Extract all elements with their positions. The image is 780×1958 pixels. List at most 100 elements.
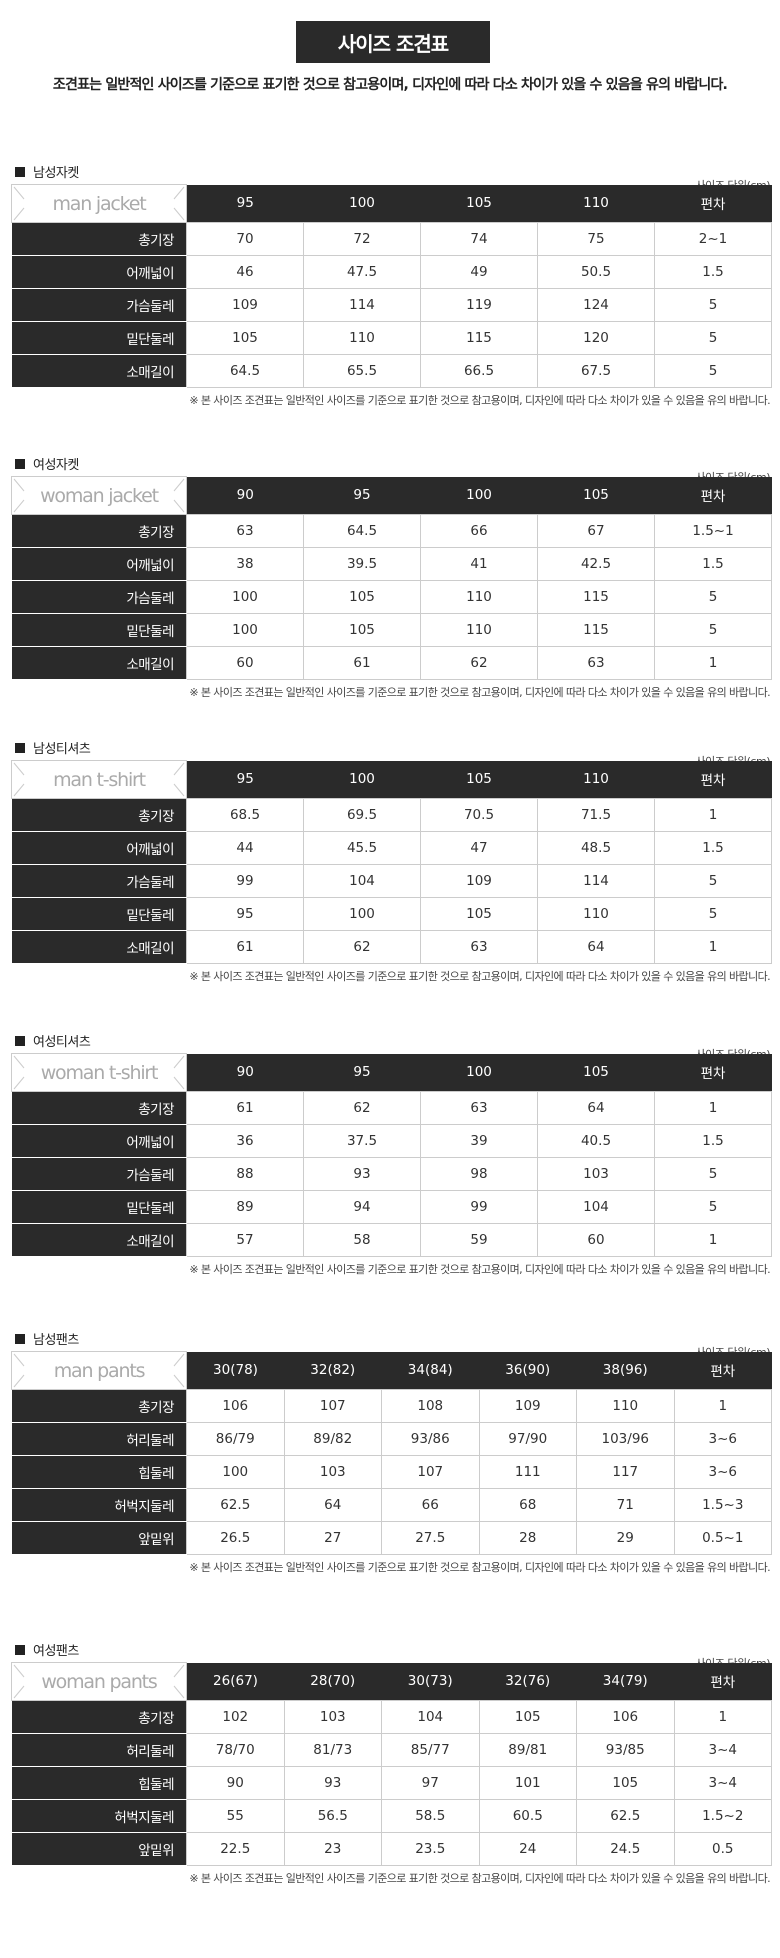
table-cell: 1.5 — [654, 831, 772, 865]
table-row: 어깨넓이 44 45.5 47 48.5 1.5 — [11, 831, 772, 865]
table-cell: 1 — [654, 930, 772, 964]
row-label: 총기장 — [11, 798, 187, 832]
row-label: 앞밑위 — [11, 1832, 187, 1866]
table-logo-text: man pants — [53, 1359, 146, 1382]
table-cell: 5 — [654, 897, 772, 931]
section-heading-text: 여성티셔츠 — [33, 1035, 91, 1050]
table-cell: 105 — [576, 1766, 675, 1800]
table-cell: 106 — [186, 1389, 285, 1423]
section-heading-text: 남성팬츠 — [33, 1333, 79, 1348]
table-row: 힙둘레 90 93 97 101 105 3~4 — [11, 1766, 772, 1800]
table-cell: 114 — [303, 288, 421, 322]
table-cell: 3~4 — [673, 1766, 772, 1800]
table-cell: 47 — [420, 831, 538, 865]
row-label: 밑단둘레 — [11, 1190, 187, 1224]
table-cell: 119 — [420, 288, 538, 322]
table-cell: 56.5 — [283, 1799, 382, 1833]
table-cell: 68 — [478, 1488, 577, 1522]
table-cell: 29 — [576, 1521, 675, 1555]
table-cell: 109 — [420, 864, 538, 898]
column-header: 95 — [186, 760, 304, 799]
table-row: 가슴둘레 109 114 119 124 5 — [11, 288, 772, 322]
table-cell: 104 — [537, 1190, 655, 1224]
row-label: 총기장 — [11, 222, 187, 256]
table-logo-text: man t-shirt — [53, 768, 146, 791]
row-label: 소매길이 — [11, 646, 187, 680]
table-logo-cell: woman jacket — [11, 476, 187, 515]
row-label: 힙둘레 — [11, 1766, 187, 1800]
table-cell: 104 — [381, 1700, 480, 1734]
table-cell: 64.5 — [303, 514, 421, 548]
table-row: 가슴둘레 88 93 98 103 5 — [11, 1157, 772, 1191]
table-cell: 100 — [186, 1455, 285, 1489]
row-label: 소매길이 — [11, 1223, 187, 1257]
table-cell: 103/96 — [576, 1422, 675, 1456]
section-heading: 남성티셔츠 — [15, 738, 91, 757]
row-label: 어깨넓이 — [11, 831, 187, 865]
table-row: 밑단둘레 95 100 105 110 5 — [11, 897, 772, 931]
row-label: 소매길이 — [11, 354, 187, 388]
table-cell: 124 — [537, 288, 655, 322]
section-heading: 여성자켓 — [15, 454, 79, 473]
table-cell: 27.5 — [381, 1521, 480, 1555]
table-cell: 85/77 — [381, 1733, 480, 1767]
table-cell: 22.5 — [186, 1832, 285, 1866]
table-cell: 5 — [654, 580, 772, 614]
table-cell: 23 — [283, 1832, 382, 1866]
size-table: woman pants 26(67) 28(70) 30(73) 32(76) 34(79… — [11, 1662, 772, 1866]
table-cell: 28 — [478, 1521, 577, 1555]
column-header: 32(82) — [284, 1351, 382, 1390]
table-row: 밑단둘레 105 110 115 120 5 — [11, 321, 772, 355]
row-label: 어깨넓이 — [11, 547, 187, 581]
row-label: 총기장 — [11, 514, 187, 548]
table-cell: 44 — [186, 831, 304, 865]
table-cell: 104 — [303, 864, 421, 898]
table-cell: 103 — [537, 1157, 655, 1191]
table-cell: 86/79 — [186, 1422, 285, 1456]
table-logo-cell: man pants — [11, 1351, 187, 1390]
table-logo-text: woman pants — [41, 1670, 157, 1693]
row-label: 앞밑위 — [11, 1521, 187, 1555]
table-cell: 39 — [420, 1124, 538, 1158]
table-cell: 95 — [186, 897, 304, 931]
row-label: 총기장 — [11, 1389, 187, 1423]
table-cell: 2~1 — [654, 222, 772, 256]
table-cell: 60.5 — [478, 1799, 577, 1833]
table-cell: 97/90 — [478, 1422, 577, 1456]
column-header: 34(79) — [576, 1662, 674, 1701]
column-header: 110 — [537, 760, 655, 799]
table-cell: 81/73 — [283, 1733, 382, 1767]
column-header: 26(67) — [186, 1662, 284, 1701]
column-header: 편차 — [654, 476, 772, 515]
table-cell: 65.5 — [303, 354, 421, 388]
table-cell: 1.5 — [654, 547, 772, 581]
table-cell: 1.5 — [654, 1124, 772, 1158]
table-row: 소매길이 61 62 63 64 1 — [11, 930, 772, 964]
row-label: 힙둘레 — [11, 1455, 187, 1489]
table-cell: 93 — [283, 1766, 382, 1800]
table-cell: 38 — [186, 547, 304, 581]
table-header-row: man pants 30(78) 32(82) 34(84) 36(90) 38(96) 편… — [11, 1351, 772, 1390]
table-cell: 89/82 — [283, 1422, 382, 1456]
table-logo-cell: woman pants — [11, 1662, 187, 1701]
table-cell: 50.5 — [537, 255, 655, 289]
row-label: 밑단둘레 — [11, 613, 187, 647]
section-heading: 남성팬츠 — [15, 1329, 79, 1348]
table-cell: 5 — [654, 354, 772, 388]
table-cell: 40.5 — [537, 1124, 655, 1158]
table-row: 총기장 106 107 108 109 110 1 — [11, 1389, 772, 1423]
table-logo-text: woman t-shirt — [40, 1061, 159, 1084]
table-cell: 108 — [381, 1389, 480, 1423]
table-cell: 57 — [186, 1223, 304, 1257]
page-subtitle: 조견표는 일반적인 사이즈를 기준으로 표기한 것으로 참고용이며, 디자인에 … — [52, 77, 728, 93]
table-cell: 89 — [186, 1190, 304, 1224]
table-cell: 117 — [576, 1455, 675, 1489]
table-cell: 5 — [654, 613, 772, 647]
column-header: 편차 — [654, 1053, 772, 1092]
table-row: 소매길이 57 58 59 60 1 — [11, 1223, 772, 1257]
table-cell: 105 — [420, 897, 538, 931]
table-cell: 55 — [186, 1799, 285, 1833]
column-header: 95 — [303, 476, 421, 515]
column-header: 편차 — [654, 760, 772, 799]
table-row: 밑단둘레 100 105 110 115 5 — [11, 613, 772, 647]
